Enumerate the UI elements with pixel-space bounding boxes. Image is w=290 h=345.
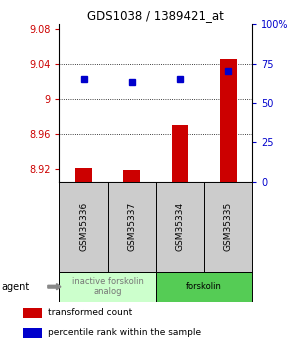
Bar [123, 169, 140, 182]
Bar [75, 168, 92, 182]
Bar [172, 125, 188, 182]
Title: GDS1038 / 1389421_at: GDS1038 / 1389421_at [88, 9, 224, 22]
Text: GSM35335: GSM35335 [224, 202, 233, 251]
Text: inactive forskolin
analog: inactive forskolin analog [72, 277, 144, 296]
Bar [23, 328, 42, 337]
Bar [23, 308, 42, 318]
Text: GSM35337: GSM35337 [127, 202, 136, 251]
Bar [220, 59, 237, 182]
Bar [156, 272, 252, 302]
Text: percentile rank within the sample: percentile rank within the sample [48, 328, 201, 337]
Text: GSM35334: GSM35334 [175, 202, 184, 251]
Text: GSM35336: GSM35336 [79, 202, 88, 251]
Text: agent: agent [1, 282, 30, 292]
Bar [59, 272, 156, 302]
Text: transformed count: transformed count [48, 308, 132, 317]
Text: forskolin: forskolin [186, 282, 222, 291]
